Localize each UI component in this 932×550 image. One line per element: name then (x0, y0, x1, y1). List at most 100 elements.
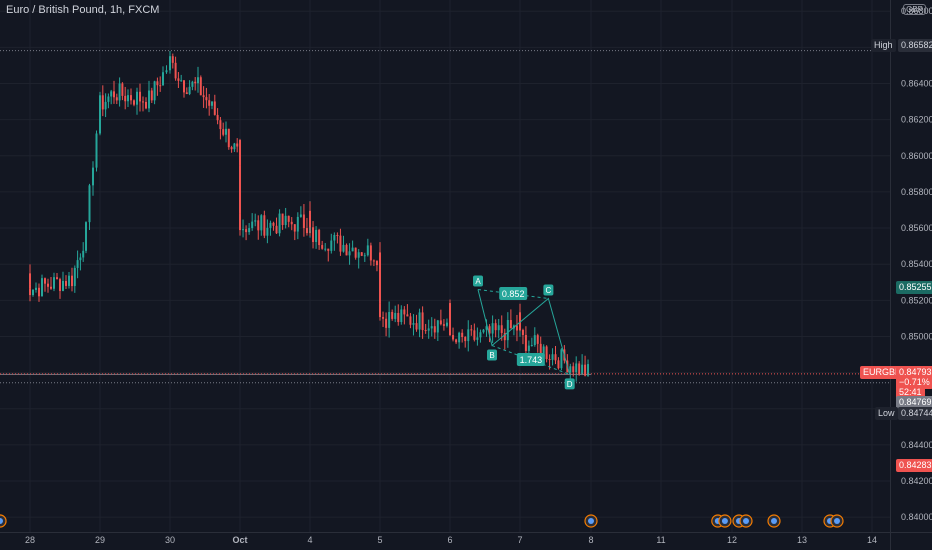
y-tick-label: 0.84200 (901, 476, 932, 486)
candle-body-down (415, 323, 418, 330)
candle-body-up (315, 229, 318, 243)
candle-body-down (281, 213, 284, 225)
candle-body-down (239, 140, 241, 166)
candle-body-down (38, 287, 40, 297)
candle-body-up (191, 81, 194, 87)
candle-body-down (213, 101, 216, 115)
candle-body-down (521, 329, 524, 335)
candle-body-down (309, 214, 311, 221)
candle-body-up (266, 227, 269, 236)
event-marker-dot (834, 518, 840, 524)
candle-body-down (452, 335, 455, 340)
candle-body-up (153, 81, 156, 101)
candle-body-up (427, 328, 430, 331)
candle-body-up (551, 354, 554, 360)
candle-body-up (104, 101, 107, 110)
candle-body-down (578, 363, 581, 375)
candle-body-down (44, 278, 46, 284)
currency-badge: GBP (903, 4, 926, 15)
abcd-point-label: B (489, 351, 494, 360)
candle-body-up (79, 257, 82, 261)
candle-body-up (418, 312, 421, 330)
candle-body-down (500, 325, 503, 333)
candle-body-up (485, 326, 488, 330)
candle-body-down (65, 281, 67, 286)
candle-body-up (363, 255, 366, 257)
candle-body-up (436, 320, 439, 333)
bid-price-tag: 0.84769 (896, 396, 932, 409)
candle-body-up (162, 72, 164, 86)
candle-body-down (554, 354, 557, 361)
candle-body-down (293, 224, 296, 232)
candle-body-up (169, 56, 171, 71)
candle-body-down (272, 222, 275, 226)
x-tick-label: 11 (656, 535, 665, 545)
candle-body-down (548, 359, 551, 361)
event-marker-dot (588, 518, 594, 524)
candle-body-up (491, 323, 494, 334)
candle-body-down (372, 260, 375, 262)
candle-body-down (245, 229, 248, 233)
abcd-point-label-bg (543, 284, 554, 296)
abcd-point-label-bg (564, 378, 575, 390)
candle-body-down (572, 366, 575, 373)
candle-body-down (29, 273, 31, 285)
candle-body-down (360, 252, 363, 256)
candle-body-up (366, 245, 369, 256)
candle-body-up (560, 349, 563, 369)
candle-body-up (348, 251, 351, 256)
candle-body-down (263, 215, 266, 236)
candle-body-up (569, 366, 572, 373)
candle-body-down (47, 283, 49, 287)
y-tick-label: 0.86800 (901, 6, 932, 16)
candle-body-up (388, 311, 391, 328)
x-tick-label: 5 (377, 535, 382, 545)
candle-body-up (476, 337, 479, 340)
candle-body-up (180, 80, 183, 82)
x-tick-label: Oct (232, 535, 247, 545)
candle-body-down (219, 120, 222, 130)
candle-body-up (95, 133, 98, 168)
candle-body-down (442, 324, 445, 326)
candle-body-up (32, 289, 34, 296)
high-tag-label: High (871, 39, 896, 52)
candle-body-down (236, 143, 239, 147)
symbol-title: Euro / British Pound, 1h, FXCM (6, 4, 160, 16)
y-tick-label: 0.85800 (901, 187, 932, 197)
abcd-ratio-bg (499, 287, 528, 301)
event-marker-dot (0, 518, 3, 524)
candle-body-down (275, 225, 278, 234)
candle-body-up (394, 312, 397, 319)
abcd-ratio-label: 0.852 (502, 289, 525, 299)
candle-body-up (575, 363, 578, 373)
candle-body-up (467, 329, 470, 342)
candle-body-down (488, 326, 491, 334)
candle-body-up (342, 244, 345, 252)
candle-body-down (290, 221, 293, 225)
stop-price-tag: 0.84283 (896, 459, 932, 472)
abcd-point-label-bg (487, 349, 497, 361)
abcd-pattern-line (477, 289, 571, 375)
candle-body-down (56, 277, 58, 280)
candle-body-down (354, 247, 357, 258)
candle-body-up (41, 278, 43, 297)
candle-body-down (124, 95, 127, 102)
candle-body-down (50, 286, 52, 289)
candle-body-down (545, 346, 548, 360)
candle-body-down (71, 275, 73, 287)
candle-body-up (357, 252, 360, 258)
high-tag-value: 0.86582 (898, 39, 932, 52)
candle-body-down (494, 323, 497, 331)
y-tick-label: 0.85600 (901, 223, 932, 233)
candle-body-down (133, 100, 135, 105)
x-tick-label: 7 (517, 535, 522, 545)
candle-body-down (312, 227, 315, 243)
candle-body-down (519, 312, 521, 330)
abcd-ratio-label: 1.743 (520, 355, 543, 365)
candle-body-up (188, 86, 191, 95)
candle-body-up (333, 235, 336, 241)
candle-body-up (430, 326, 433, 329)
candle-body-up (110, 91, 113, 97)
x-tick-label: 13 (797, 535, 807, 545)
